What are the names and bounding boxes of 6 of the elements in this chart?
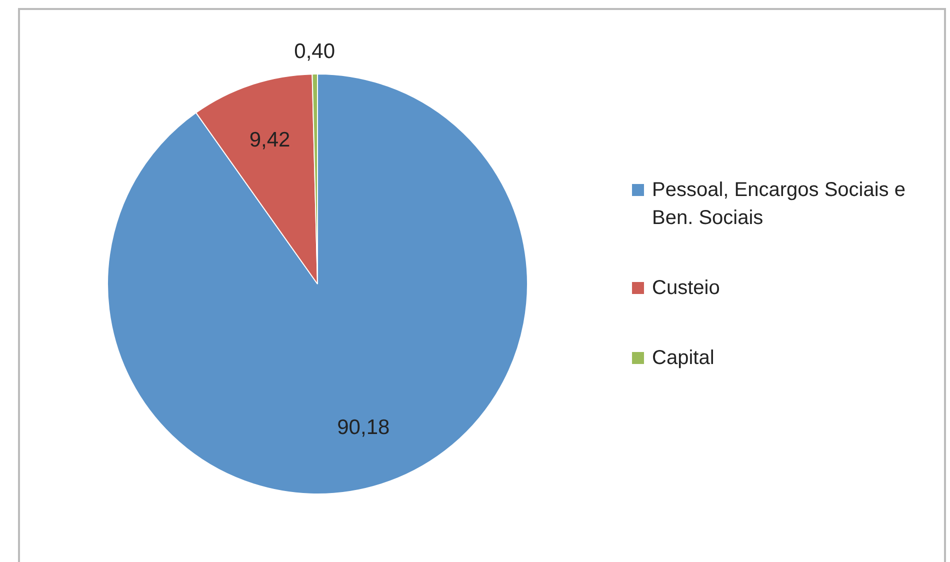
data-label: 90,18 — [337, 416, 390, 439]
legend-label: Custeio — [652, 276, 720, 301]
data-label: 9,42 — [249, 128, 290, 152]
legend-label: Capital — [652, 346, 714, 371]
data-label: 0,40 — [294, 40, 336, 63]
legend-label: Pessoal, Encargos Sociais e Ben. Sociais — [652, 178, 906, 231]
